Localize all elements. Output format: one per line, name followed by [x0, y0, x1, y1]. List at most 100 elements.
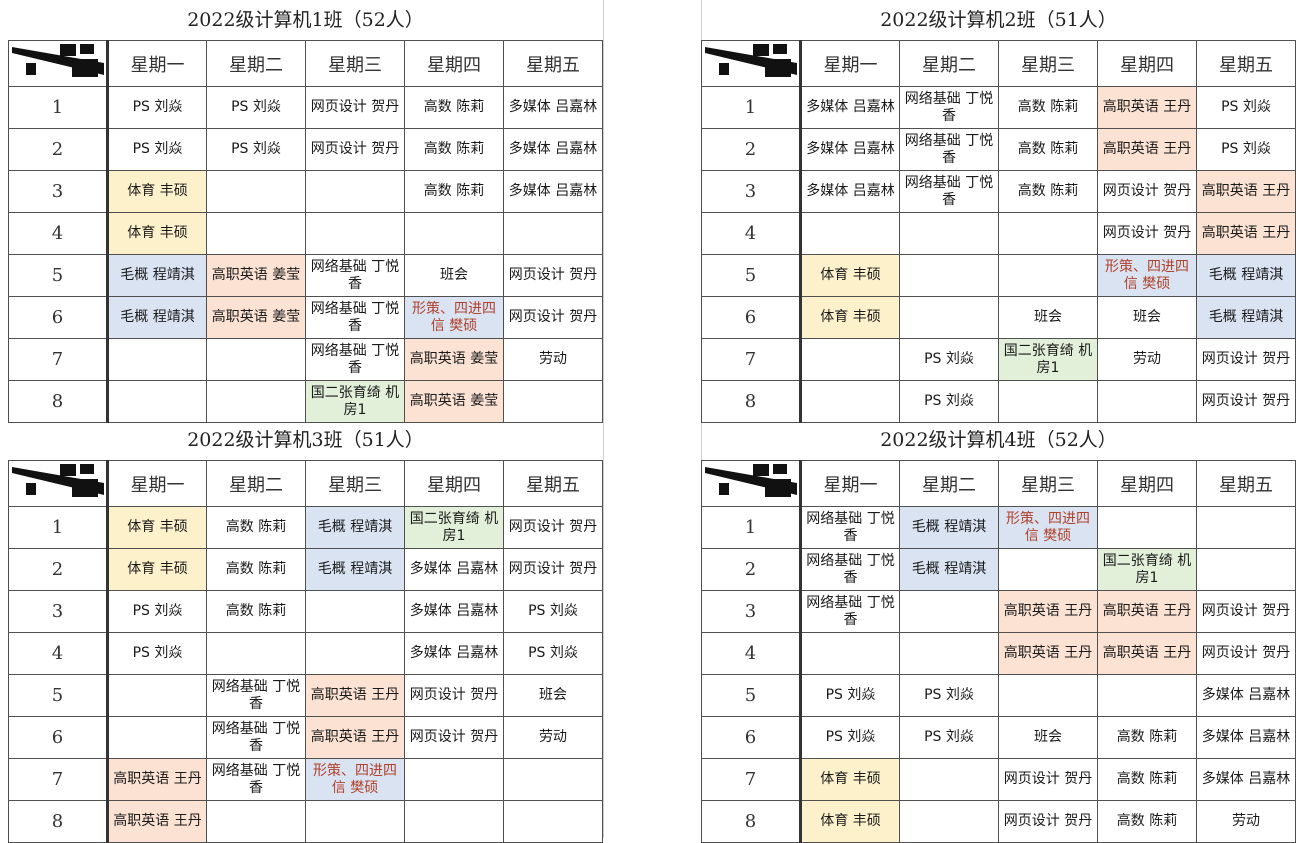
- course-cell[interactable]: [899, 254, 999, 297]
- course-cell[interactable]: 毛概 程靖淇: [305, 506, 405, 549]
- course-cell[interactable]: PS 刘焱: [107, 632, 207, 675]
- course-cell[interactable]: 高数 陈莉: [404, 170, 504, 213]
- course-cell[interactable]: [305, 800, 405, 843]
- course-cell[interactable]: 网络基础 丁悦香: [305, 296, 405, 339]
- course-cell[interactable]: 高职英语 王丹: [998, 632, 1098, 675]
- course-cell[interactable]: 体育 丰硕: [107, 212, 207, 255]
- course-cell[interactable]: [998, 380, 1098, 423]
- course-cell[interactable]: 网页设计 贺丹: [1196, 632, 1296, 675]
- course-cell[interactable]: [404, 800, 504, 843]
- course-cell[interactable]: [1196, 548, 1296, 591]
- course-cell[interactable]: 劳动: [1097, 338, 1197, 381]
- course-cell[interactable]: 高职英语 姜莹: [206, 296, 306, 339]
- course-cell[interactable]: 网络基础 丁悦香: [305, 254, 405, 297]
- course-cell[interactable]: [800, 380, 900, 423]
- course-cell[interactable]: 毛概 程靖淇: [1196, 254, 1296, 297]
- course-cell[interactable]: 多媒体 吕嘉林: [404, 548, 504, 591]
- course-cell[interactable]: 多媒体 吕嘉林: [404, 632, 504, 675]
- course-cell[interactable]: PS 刘焱: [800, 674, 900, 717]
- course-cell[interactable]: [998, 674, 1098, 717]
- course-cell[interactable]: [305, 632, 405, 675]
- course-cell[interactable]: PS 刘焱: [107, 590, 207, 633]
- course-cell[interactable]: 国二张育绮 机房1: [404, 506, 504, 549]
- course-cell[interactable]: 毛概 程靖淇: [899, 548, 999, 591]
- course-cell[interactable]: PS 刘焱: [899, 380, 999, 423]
- course-cell[interactable]: 体育 丰硕: [800, 800, 900, 843]
- course-cell[interactable]: 网页设计 贺丹: [1196, 338, 1296, 381]
- course-cell[interactable]: [206, 170, 306, 213]
- course-cell[interactable]: [1196, 506, 1296, 549]
- course-cell[interactable]: [1097, 380, 1197, 423]
- course-cell[interactable]: 高职英语 王丹: [998, 590, 1098, 633]
- course-cell[interactable]: 多媒体 吕嘉林: [800, 86, 900, 129]
- course-cell[interactable]: 网络基础 丁悦香: [899, 86, 999, 129]
- course-cell[interactable]: 网络基础 丁悦香: [206, 716, 306, 759]
- course-cell[interactable]: 高职英语 王丹: [305, 674, 405, 717]
- course-cell[interactable]: 国二张育绮 机房1: [1097, 548, 1197, 591]
- course-cell[interactable]: 网络基础 丁悦香: [899, 128, 999, 171]
- course-cell[interactable]: 多媒体 吕嘉林: [1196, 758, 1296, 801]
- course-cell[interactable]: 体育 丰硕: [800, 296, 900, 339]
- course-cell[interactable]: PS 刘焱: [800, 716, 900, 759]
- course-cell[interactable]: 多媒体 吕嘉林: [800, 170, 900, 213]
- course-cell[interactable]: PS 刘焱: [503, 632, 603, 675]
- course-cell[interactable]: 网络基础 丁悦香: [800, 590, 900, 633]
- course-cell[interactable]: 形策、四进四信 樊硕: [404, 296, 504, 339]
- course-cell[interactable]: PS 刘焱: [899, 716, 999, 759]
- course-cell[interactable]: 网页设计 贺丹: [305, 86, 405, 129]
- course-cell[interactable]: 高职英语 姜莹: [404, 338, 504, 381]
- course-cell[interactable]: 多媒体 吕嘉林: [404, 590, 504, 633]
- course-cell[interactable]: 高数 陈莉: [1097, 716, 1197, 759]
- course-cell[interactable]: 网页设计 贺丹: [1097, 170, 1197, 213]
- course-cell[interactable]: [206, 800, 306, 843]
- course-cell[interactable]: 高职英语 王丹: [1196, 212, 1296, 255]
- course-cell[interactable]: 高职英语 姜莹: [206, 254, 306, 297]
- course-cell[interactable]: 网络基础 丁悦香: [305, 338, 405, 381]
- course-cell[interactable]: [899, 632, 999, 675]
- course-cell[interactable]: [899, 590, 999, 633]
- course-cell[interactable]: 班会: [404, 254, 504, 297]
- course-cell[interactable]: 高数 陈莉: [404, 128, 504, 171]
- course-cell[interactable]: 毛概 程靖淇: [107, 296, 207, 339]
- course-cell[interactable]: PS 刘焱: [1196, 86, 1296, 129]
- course-cell[interactable]: 网页设计 贺丹: [305, 128, 405, 171]
- course-cell[interactable]: 高职英语 王丹: [305, 716, 405, 759]
- course-cell[interactable]: [998, 548, 1098, 591]
- course-cell[interactable]: 高数 陈莉: [998, 86, 1098, 129]
- course-cell[interactable]: [107, 674, 207, 717]
- course-cell[interactable]: [998, 254, 1098, 297]
- course-cell[interactable]: 高数 陈莉: [1097, 800, 1197, 843]
- course-cell[interactable]: PS 刘焱: [206, 86, 306, 129]
- course-cell[interactable]: 形策、四进四信 樊硕: [1097, 254, 1197, 297]
- course-cell[interactable]: 网络基础 丁悦香: [899, 170, 999, 213]
- course-cell[interactable]: PS 刘焱: [899, 338, 999, 381]
- course-cell[interactable]: 班会: [998, 716, 1098, 759]
- course-cell[interactable]: 网页设计 贺丹: [1196, 590, 1296, 633]
- course-cell[interactable]: 高数 陈莉: [206, 590, 306, 633]
- course-cell[interactable]: 班会: [1097, 296, 1197, 339]
- course-cell[interactable]: PS 刘焱: [899, 674, 999, 717]
- course-cell[interactable]: 高职英语 王丹: [1097, 128, 1197, 171]
- course-cell[interactable]: PS 刘焱: [107, 86, 207, 129]
- course-cell[interactable]: 劳动: [503, 716, 603, 759]
- course-cell[interactable]: 网页设计 贺丹: [1097, 212, 1197, 255]
- course-cell[interactable]: 高职英语 王丹: [1097, 590, 1197, 633]
- course-cell[interactable]: 网页设计 贺丹: [404, 716, 504, 759]
- course-cell[interactable]: 多媒体 吕嘉林: [1196, 716, 1296, 759]
- course-cell[interactable]: 高职英语 王丹: [1097, 86, 1197, 129]
- course-cell[interactable]: 高职英语 王丹: [1196, 170, 1296, 213]
- course-cell[interactable]: [404, 758, 504, 801]
- course-cell[interactable]: 高数 陈莉: [206, 548, 306, 591]
- course-cell[interactable]: [1097, 506, 1197, 549]
- course-cell[interactable]: 多媒体 吕嘉林: [1196, 674, 1296, 717]
- course-cell[interactable]: 体育 丰硕: [107, 170, 207, 213]
- course-cell[interactable]: [998, 212, 1098, 255]
- course-cell[interactable]: 形策、四进四信 樊硕: [998, 506, 1098, 549]
- course-cell[interactable]: PS 刘焱: [206, 128, 306, 171]
- course-cell[interactable]: 体育 丰硕: [107, 506, 207, 549]
- course-cell[interactable]: [503, 800, 603, 843]
- course-cell[interactable]: [800, 632, 900, 675]
- course-cell[interactable]: [206, 632, 306, 675]
- course-cell[interactable]: [206, 212, 306, 255]
- course-cell[interactable]: 形策、四进四信 樊硕: [305, 758, 405, 801]
